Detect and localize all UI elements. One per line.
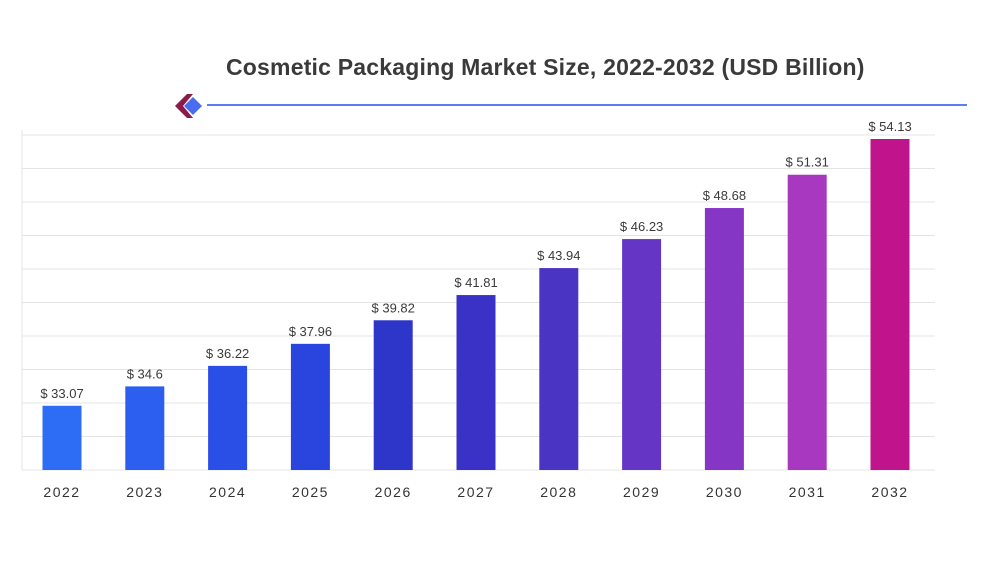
value-label-2024: $ 36.22: [206, 346, 249, 361]
value-label-2027: $ 41.81: [454, 275, 497, 290]
x-tick-label-2023: 2023: [126, 484, 163, 500]
value-label-2025: $ 37.96: [289, 324, 332, 339]
bar-2026: [373, 320, 413, 470]
value-label-2022: $ 33.07: [40, 386, 83, 401]
x-tick-label-2025: 2025: [292, 484, 329, 500]
x-tick-label-2024: 2024: [209, 484, 246, 500]
value-label-2032: $ 54.13: [868, 119, 911, 134]
chart-title: Cosmetic Packaging Market Size, 2022-203…: [226, 54, 865, 80]
x-tick-label-2028: 2028: [540, 484, 577, 500]
bar-2029: [622, 239, 662, 470]
bar-2024: [208, 365, 248, 470]
bar-2030: [704, 208, 744, 470]
value-label-2031: $ 51.31: [786, 155, 829, 170]
value-label-2028: $ 43.94: [537, 248, 580, 263]
x-tick-label-2027: 2027: [457, 484, 494, 500]
brand-chevron-icon: [175, 94, 202, 118]
x-tick-label-2030: 2030: [706, 484, 743, 500]
value-label-2029: $ 46.23: [620, 219, 663, 234]
x-tick-label-2032: 2032: [871, 484, 908, 500]
bar-2025: [290, 343, 330, 470]
value-label-2026: $ 39.82: [372, 300, 415, 315]
bar-2032: [870, 139, 910, 470]
value-label-2023: $ 34.6: [127, 366, 163, 381]
bar-2028: [539, 268, 579, 470]
title-underline: [207, 104, 967, 106]
bar-2031: [787, 174, 827, 470]
value-label-2030: $ 48.68: [703, 188, 746, 203]
x-tick-label-2029: 2029: [623, 484, 660, 500]
x-tick-label-2022: 2022: [43, 484, 80, 500]
bar-2027: [456, 295, 496, 470]
x-tick-label-2031: 2031: [789, 484, 826, 500]
bar-2023: [125, 386, 165, 470]
x-tick-label-2026: 2026: [375, 484, 412, 500]
bar-2022: [42, 405, 82, 470]
